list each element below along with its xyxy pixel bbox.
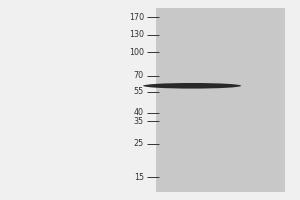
Text: 35: 35 xyxy=(134,117,144,126)
Text: 100: 100 xyxy=(129,48,144,57)
Text: 25: 25 xyxy=(134,139,144,148)
Ellipse shape xyxy=(143,83,241,89)
Text: 70: 70 xyxy=(134,71,144,80)
Bar xyxy=(156,8,285,192)
Text: 55: 55 xyxy=(134,87,144,96)
Text: 40: 40 xyxy=(134,108,144,117)
Text: 15: 15 xyxy=(134,173,144,182)
Text: 170: 170 xyxy=(129,13,144,22)
Text: 130: 130 xyxy=(129,30,144,39)
